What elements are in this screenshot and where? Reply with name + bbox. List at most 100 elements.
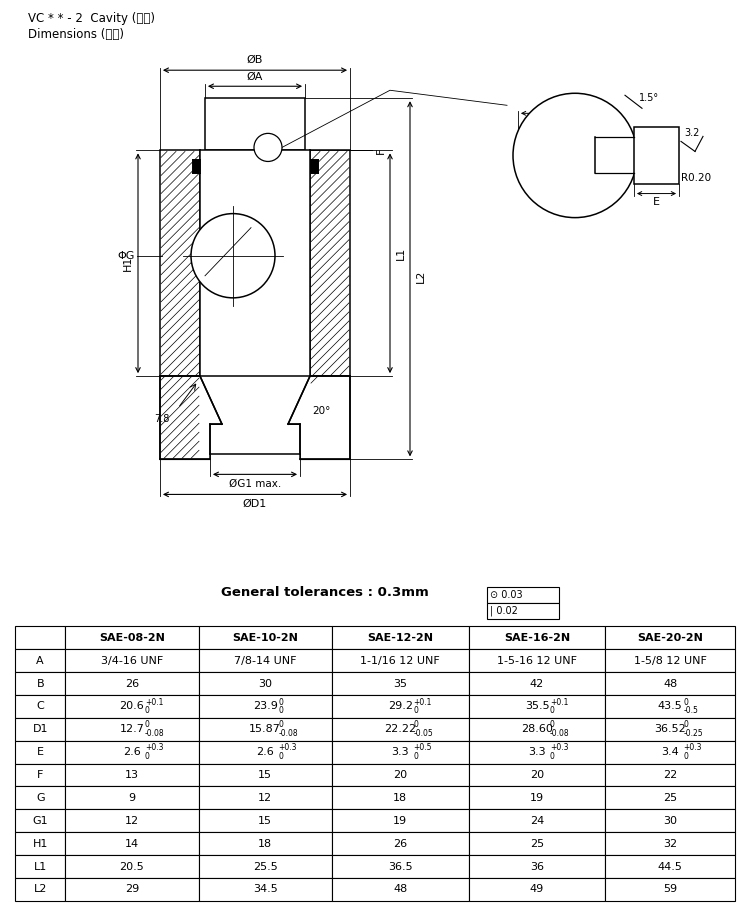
Text: 35.5: 35.5 bbox=[525, 702, 549, 712]
Text: 15: 15 bbox=[258, 770, 272, 780]
Bar bbox=[605, 626, 735, 649]
Bar bbox=[199, 649, 332, 672]
Text: 7.8: 7.8 bbox=[154, 414, 170, 424]
Bar bbox=[332, 833, 469, 855]
Text: 0: 0 bbox=[413, 720, 418, 729]
Bar bbox=[15, 740, 65, 763]
Bar bbox=[15, 855, 65, 878]
Text: E: E bbox=[653, 196, 660, 207]
Bar bbox=[199, 672, 332, 695]
Bar bbox=[199, 833, 332, 855]
Text: -0.08: -0.08 bbox=[145, 729, 164, 739]
Text: 0: 0 bbox=[145, 706, 150, 715]
Text: SAE-08-2N: SAE-08-2N bbox=[99, 632, 165, 643]
Text: 19: 19 bbox=[393, 816, 407, 826]
Text: 0: 0 bbox=[683, 720, 688, 729]
Text: | 0.02: | 0.02 bbox=[490, 606, 518, 616]
Text: -0.25: -0.25 bbox=[683, 729, 703, 739]
Bar bbox=[469, 833, 605, 855]
Bar bbox=[200, 150, 310, 376]
Bar bbox=[65, 626, 199, 649]
Text: SAE-20-2N: SAE-20-2N bbox=[638, 632, 704, 643]
Text: +0.1: +0.1 bbox=[145, 698, 164, 706]
Text: 3.3: 3.3 bbox=[392, 747, 409, 757]
Bar bbox=[605, 740, 735, 763]
Text: 3.2: 3.2 bbox=[684, 128, 699, 138]
Bar bbox=[332, 786, 469, 810]
Text: F: F bbox=[376, 148, 386, 154]
Bar bbox=[65, 786, 199, 810]
Text: L2: L2 bbox=[34, 884, 47, 894]
Text: 20°: 20° bbox=[312, 407, 330, 416]
Text: 20: 20 bbox=[530, 770, 544, 780]
Bar bbox=[332, 878, 469, 901]
Bar bbox=[15, 649, 65, 672]
Text: +0.1: +0.1 bbox=[413, 698, 431, 706]
Text: 0: 0 bbox=[413, 752, 418, 761]
Text: 24: 24 bbox=[530, 816, 544, 826]
Text: +0.3: +0.3 bbox=[683, 743, 702, 752]
Text: 34.5: 34.5 bbox=[253, 884, 278, 894]
Text: 49: 49 bbox=[530, 884, 544, 894]
Text: 29: 29 bbox=[124, 884, 140, 894]
Bar bbox=[469, 672, 605, 695]
Text: 12: 12 bbox=[125, 816, 139, 826]
Text: 0: 0 bbox=[278, 698, 283, 706]
Bar bbox=[65, 878, 199, 901]
Text: 13: 13 bbox=[125, 770, 139, 780]
Text: 0: 0 bbox=[413, 706, 418, 715]
Polygon shape bbox=[160, 376, 222, 459]
Bar bbox=[332, 740, 469, 763]
Text: +0.1: +0.1 bbox=[550, 698, 568, 706]
Bar bbox=[15, 672, 65, 695]
Text: 32: 32 bbox=[663, 839, 677, 848]
Bar bbox=[469, 626, 605, 649]
Text: C: C bbox=[36, 702, 44, 712]
Bar bbox=[605, 786, 735, 810]
Text: 25: 25 bbox=[663, 793, 677, 803]
Text: 0: 0 bbox=[145, 720, 150, 729]
Bar bbox=[487, 586, 559, 603]
Text: 35: 35 bbox=[393, 679, 407, 689]
Bar bbox=[65, 695, 199, 718]
Text: 30: 30 bbox=[258, 679, 272, 689]
Text: 0: 0 bbox=[550, 706, 555, 715]
Bar bbox=[469, 878, 605, 901]
Text: 48: 48 bbox=[663, 679, 677, 689]
Bar bbox=[332, 695, 469, 718]
Text: 0: 0 bbox=[278, 752, 283, 761]
Bar bbox=[469, 695, 605, 718]
Bar bbox=[605, 649, 735, 672]
Text: 0: 0 bbox=[683, 752, 688, 761]
Text: A: A bbox=[37, 656, 44, 666]
Text: 15: 15 bbox=[258, 816, 272, 826]
Text: 48: 48 bbox=[393, 884, 407, 894]
Bar bbox=[605, 718, 735, 740]
Text: -0.05: -0.05 bbox=[413, 729, 433, 739]
Text: 28.60: 28.60 bbox=[521, 725, 553, 734]
Bar bbox=[65, 740, 199, 763]
Text: 3/4-16 UNF: 3/4-16 UNF bbox=[100, 656, 164, 666]
Text: 20: 20 bbox=[393, 770, 407, 780]
Bar bbox=[15, 763, 65, 786]
Text: R0.20: R0.20 bbox=[681, 172, 711, 183]
Bar bbox=[15, 810, 65, 833]
Text: G: G bbox=[36, 793, 44, 803]
Bar bbox=[205, 99, 305, 150]
Text: 0: 0 bbox=[145, 752, 150, 761]
Bar bbox=[65, 718, 199, 740]
Bar bbox=[469, 786, 605, 810]
Text: L1: L1 bbox=[34, 861, 46, 871]
Text: 45°: 45° bbox=[567, 209, 584, 219]
Text: ØC: ØC bbox=[552, 100, 568, 110]
Bar bbox=[15, 833, 65, 855]
Text: 2.6: 2.6 bbox=[123, 747, 141, 757]
Text: L2: L2 bbox=[416, 269, 426, 283]
Bar bbox=[15, 718, 65, 740]
Text: 18: 18 bbox=[258, 839, 272, 848]
Circle shape bbox=[513, 93, 637, 218]
Bar bbox=[332, 855, 469, 878]
Text: SAE-16-2N: SAE-16-2N bbox=[504, 632, 570, 643]
Bar bbox=[469, 718, 605, 740]
Bar bbox=[15, 786, 65, 810]
